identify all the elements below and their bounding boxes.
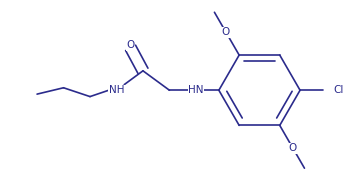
Text: O: O [289, 143, 297, 153]
Text: O: O [222, 27, 230, 37]
Text: NH: NH [109, 85, 124, 95]
Text: Cl: Cl [333, 85, 343, 95]
Text: HN: HN [188, 85, 204, 95]
Text: O: O [126, 40, 135, 50]
